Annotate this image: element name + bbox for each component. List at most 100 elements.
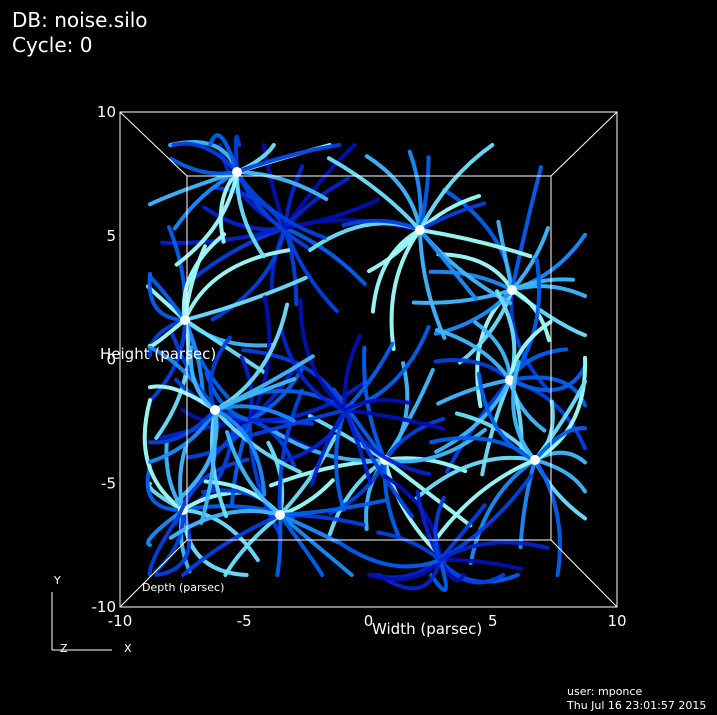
y-tick-label: -10 (92, 598, 117, 616)
streamline (235, 170, 310, 250)
critical-point (180, 315, 190, 325)
streamline (418, 228, 533, 259)
edge (550, 111, 618, 177)
front-face (119, 111, 618, 608)
bounding-box (119, 111, 618, 608)
y-tick-label: 10 (97, 103, 116, 121)
streamline (283, 164, 305, 230)
streamline (476, 371, 537, 462)
streamline (533, 355, 588, 462)
streamline (241, 348, 347, 412)
streamline (146, 508, 185, 547)
streamline (233, 134, 242, 174)
streamline (208, 335, 232, 412)
streamline (508, 347, 569, 382)
streamline (278, 434, 338, 517)
edge (119, 111, 188, 177)
streamline (342, 334, 362, 412)
streamline (235, 143, 342, 174)
streamline (298, 297, 347, 412)
triad-y-label: Y (53, 574, 61, 587)
cycle-label: Cycle: 0 (12, 33, 92, 57)
user-label: user: mponce (567, 685, 642, 698)
streamline (148, 408, 217, 445)
streamline (275, 513, 283, 577)
edge (550, 539, 618, 608)
streamline (510, 277, 575, 292)
streamline (468, 458, 537, 566)
streamline (213, 408, 267, 497)
streamline (433, 458, 537, 543)
streamline (533, 426, 587, 462)
streamline (533, 458, 587, 494)
streamline (367, 558, 442, 582)
streamline (278, 513, 325, 577)
streamline (383, 458, 473, 528)
streamline (181, 513, 282, 577)
streamline (326, 156, 422, 232)
triad-x-label: X (124, 642, 132, 655)
streamline (174, 408, 219, 504)
streamline (383, 416, 446, 462)
streamline (278, 513, 354, 577)
streamline (435, 328, 512, 382)
streamline (508, 364, 587, 393)
streamline (508, 319, 553, 382)
streamline (341, 218, 422, 232)
streamline (518, 458, 537, 550)
streamline (418, 228, 478, 301)
streamline (248, 380, 366, 423)
date-label: Thu Jul 16 23:01:57 2015 (566, 699, 706, 712)
streamline (436, 378, 512, 406)
streamline (429, 558, 448, 592)
streamline (242, 408, 347, 440)
streamline (142, 398, 185, 512)
streamline (509, 288, 552, 394)
database-label: DB: noise.silo (12, 8, 148, 32)
critical-point (530, 455, 540, 465)
streamline (178, 442, 189, 512)
streamline (362, 345, 387, 462)
streamline (213, 377, 297, 412)
streamline (376, 530, 442, 562)
streamline (343, 341, 395, 412)
streamline (367, 228, 422, 274)
streamline (418, 143, 495, 232)
streamline (183, 275, 308, 322)
critical-point (210, 405, 220, 415)
streamline (164, 441, 185, 512)
streamline (428, 269, 514, 292)
streamline (343, 408, 445, 431)
streamline (281, 408, 347, 464)
streamline (218, 170, 239, 244)
streamline (147, 271, 187, 322)
y-tick-label: 5 (106, 227, 116, 245)
streamline (210, 226, 287, 322)
y-axis-title: Height (parsec) (100, 345, 216, 363)
streamline (457, 288, 514, 365)
streamline (278, 498, 389, 517)
x-tick-label: 5 (488, 612, 498, 630)
y-tick-label: 0 (106, 351, 116, 369)
x-tick-label: 10 (607, 612, 626, 630)
streamline (364, 154, 422, 232)
streamline (510, 226, 550, 292)
streamline (171, 141, 239, 174)
streamline (496, 219, 514, 292)
back-face (186, 175, 552, 541)
y-tick-label: -5 (101, 474, 116, 492)
streamline (188, 345, 217, 412)
streamline (248, 367, 304, 422)
x-tick-label: -5 (237, 612, 252, 630)
streamline (438, 503, 487, 562)
streamline (154, 508, 192, 577)
streamline (510, 165, 543, 292)
streamline (169, 156, 239, 176)
streamline (145, 464, 185, 513)
edge (119, 539, 188, 608)
streamline (511, 360, 537, 462)
critical-point (415, 225, 425, 235)
streamline (208, 133, 239, 174)
streamline (436, 252, 514, 292)
streamline (389, 228, 422, 351)
